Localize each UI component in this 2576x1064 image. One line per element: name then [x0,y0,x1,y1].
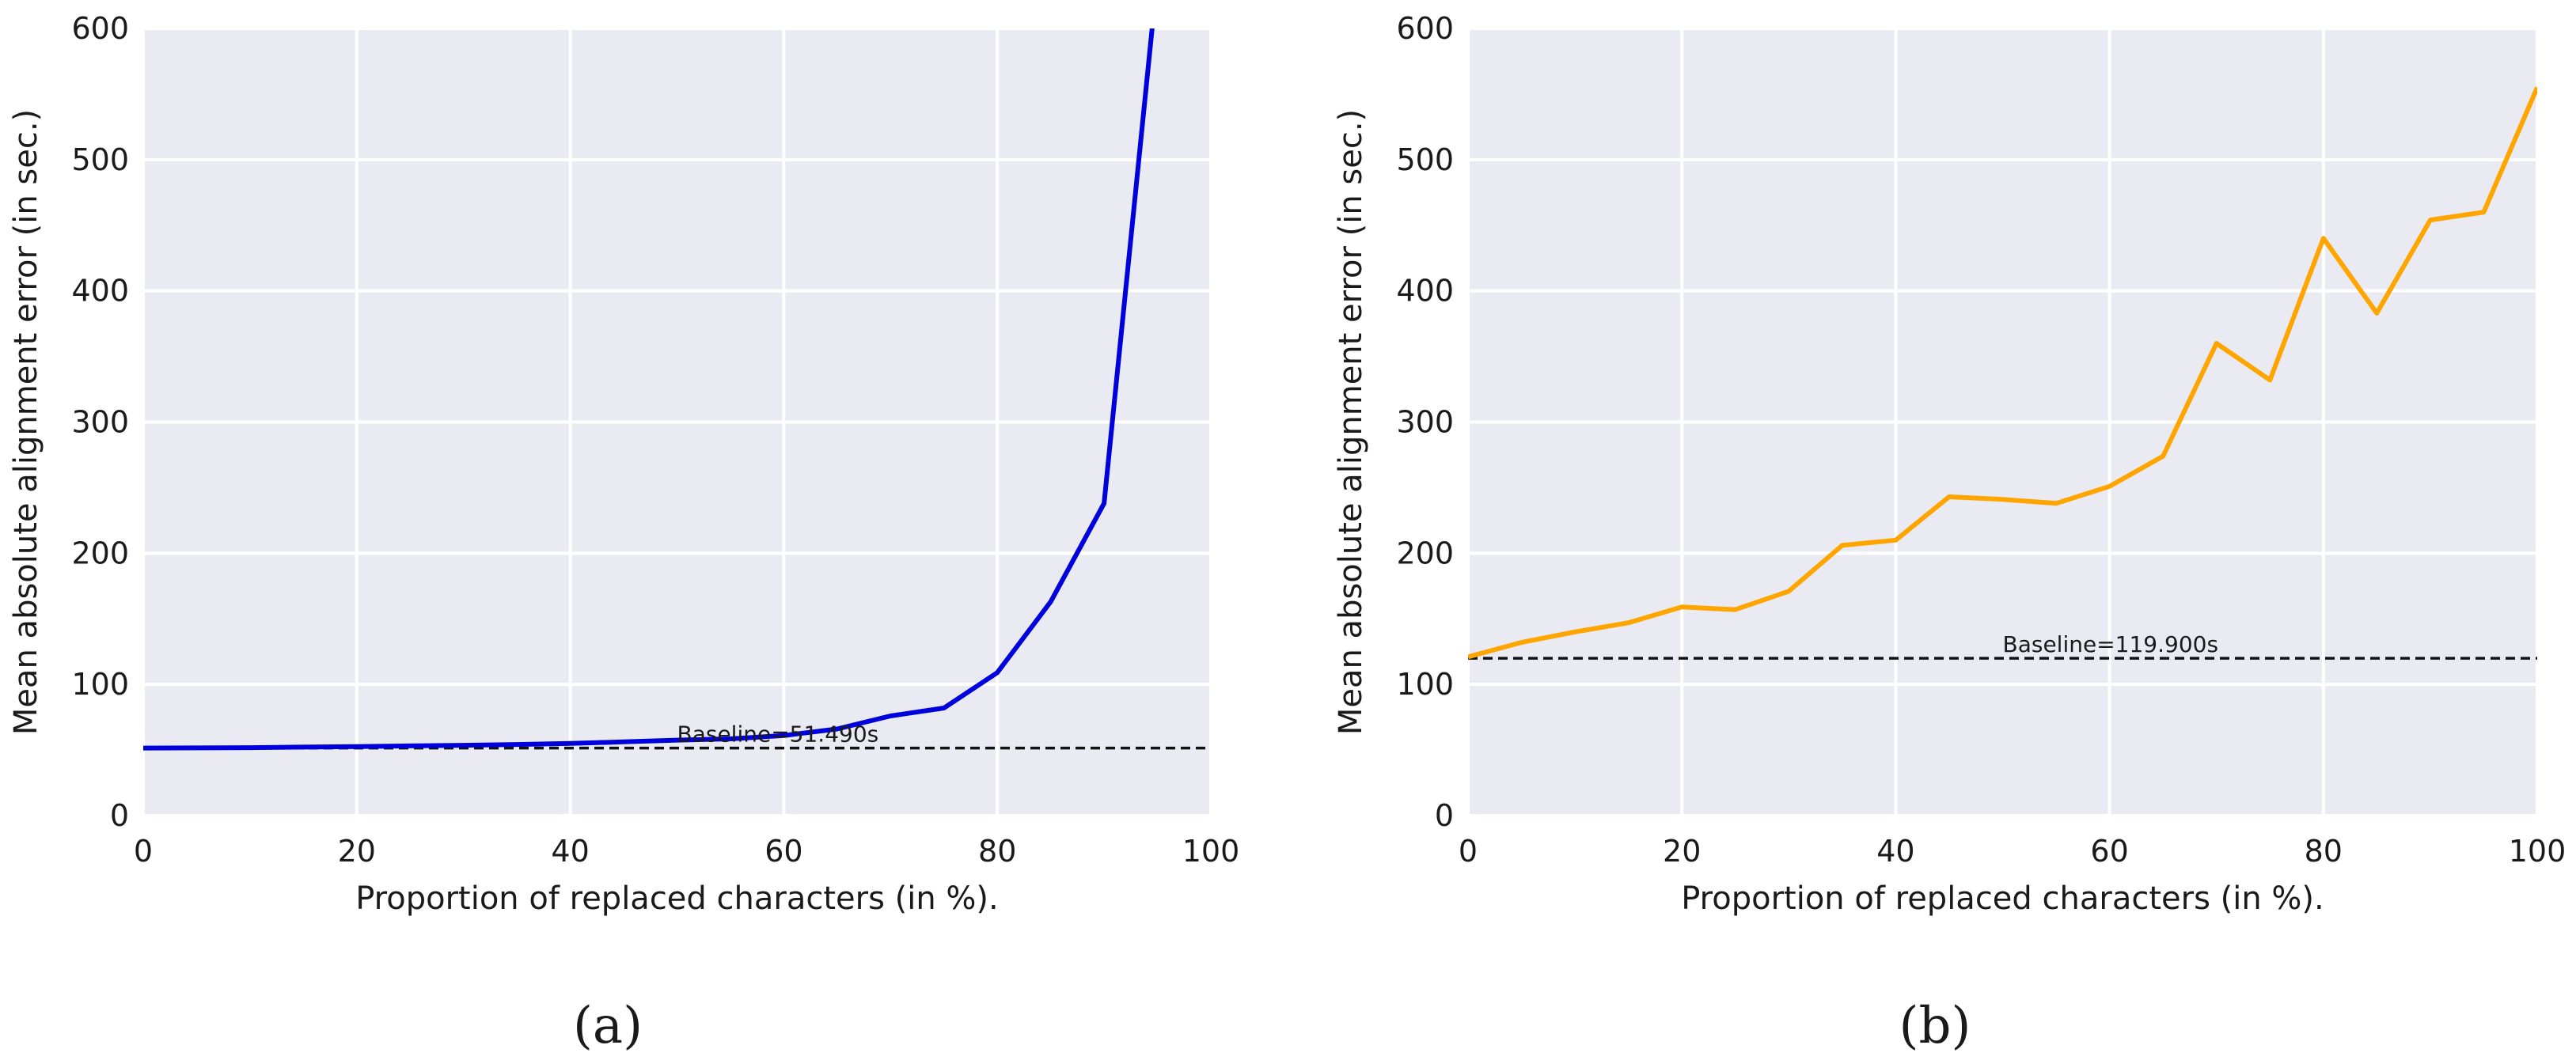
series-line [1468,86,2537,660]
y-tick-label: 300 [71,405,129,440]
y-tick-label: 500 [71,142,129,177]
y-axis-label: Mean absolute alignment error (in sec.) [8,109,44,735]
y-tick-label: 600 [1396,11,1454,46]
x-tick-label: 60 [2090,834,2128,869]
y-axis-label: Mean absolute alignment error (in sec.) [1333,109,1369,735]
panel-label: (b) [1899,997,1971,1055]
y-tick-label: 0 [110,798,129,833]
y-tick-label: 200 [1396,536,1454,570]
series-line [143,28,1155,751]
baseline-label: Baseline=51.490s [677,721,879,748]
x-tick-label: 40 [1876,834,1914,869]
x-axis-label: Proportion of replaced characters (in %)… [355,880,998,917]
y-tick-label: 0 [1435,798,1454,833]
y-tick-label: 400 [71,274,129,309]
panel-label: (a) [573,997,643,1055]
y-tick-label: 300 [1396,405,1454,440]
baseline-label: Baseline=119.900s [2003,631,2219,657]
x-tick-label: 20 [338,834,376,869]
chart-panel-b: Baseline=119.900s 0 20 40 60 80 100 0 100 200 300 4… [1333,11,2566,1055]
x-tick-label: 80 [2305,834,2343,869]
y-tick-label: 500 [1396,142,1454,177]
x-tick-label: 0 [1459,834,1478,869]
x-tick-label: 60 [764,834,802,869]
x-tick-label: 80 [978,834,1016,869]
x-tick-label: 20 [1663,834,1701,869]
y-tick-label: 200 [71,536,129,570]
x-tick-label: 100 [1182,834,1240,869]
x-axis-label: Proportion of replaced characters (in %)… [1681,880,2324,917]
y-tick-label: 400 [1396,274,1454,309]
y-tick-label: 100 [71,667,129,702]
y-tick-label: 600 [71,11,129,46]
x-tick-label: 100 [2509,834,2567,869]
chart-panel-a: Baseline=51.490s 0 20 40 60 80 100 0 100 200 300 40… [8,11,1240,1055]
x-tick-label: 40 [551,834,589,869]
y-tick-label: 100 [1396,667,1454,702]
x-tick-label: 0 [134,834,153,869]
